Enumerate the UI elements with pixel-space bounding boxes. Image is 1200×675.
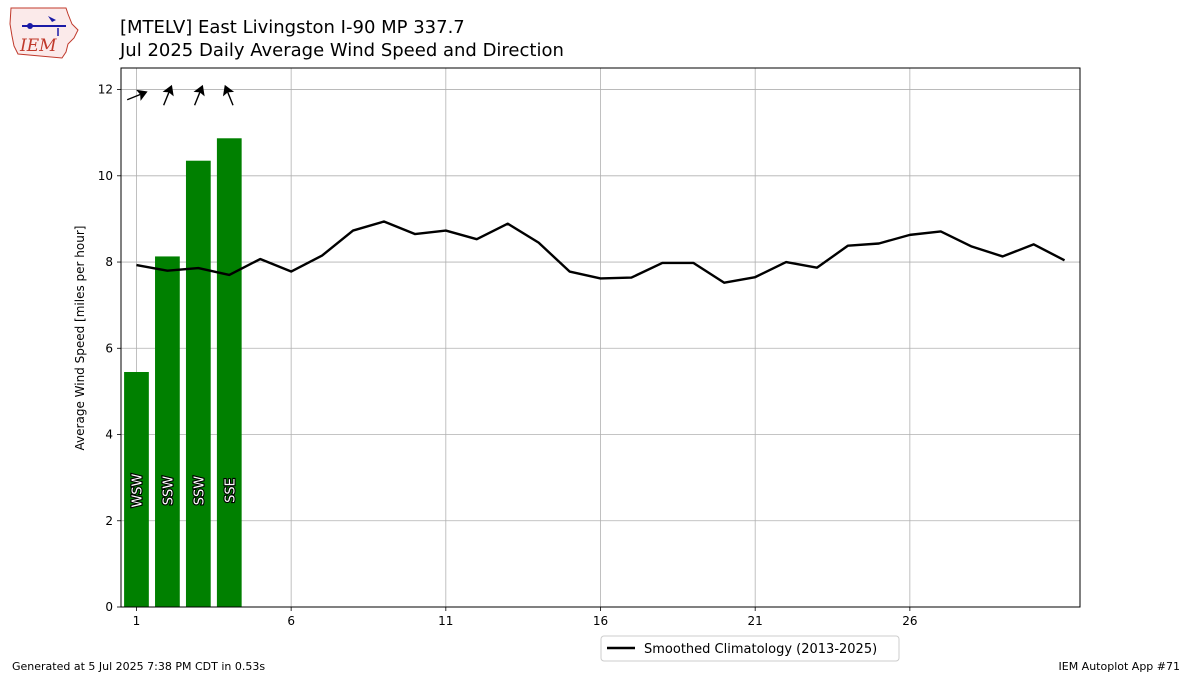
x-tick-label: 1 bbox=[133, 614, 141, 628]
climatology-line bbox=[136, 220, 1066, 284]
plot-frame bbox=[120, 67, 1081, 608]
legend[interactable]: Smoothed Climatology (2013-2025) bbox=[600, 635, 900, 662]
wind-arrow bbox=[126, 89, 148, 101]
x-tick-label: 11 bbox=[438, 614, 453, 628]
direction-label: SSE bbox=[223, 478, 238, 503]
iem-logo: IEM bbox=[9, 7, 79, 59]
y-tick-label: 4 bbox=[105, 428, 113, 442]
wind-bar bbox=[216, 138, 242, 608]
legend-entry: Smoothed Climatology (2013-2025) bbox=[644, 642, 877, 657]
y-tick-label: 8 bbox=[105, 255, 113, 269]
wind-bar bbox=[185, 160, 211, 607]
wind-arrow bbox=[193, 84, 205, 106]
direction-label: SSW bbox=[192, 476, 207, 506]
y-tick-label: 6 bbox=[105, 341, 113, 355]
wind-arrow-head bbox=[222, 84, 235, 97]
direction-label: SSW bbox=[161, 476, 176, 506]
y-tick-label: 0 bbox=[105, 600, 113, 614]
wind-bar bbox=[124, 371, 149, 607]
y-tick-label: 10 bbox=[98, 169, 113, 183]
x-tick-label: 21 bbox=[748, 614, 763, 628]
x-tick-label: 16 bbox=[593, 614, 608, 628]
wind-arrow-head bbox=[136, 89, 148, 101]
chart-title: [MTELV] East Livingston I-90 MP 337.7 bbox=[120, 17, 465, 38]
bars: WSW SSW SSW SSE bbox=[124, 138, 242, 608]
wind-arrow bbox=[222, 84, 235, 106]
wind-arrow-head bbox=[193, 84, 205, 97]
y-axis-label: Average Wind Speed [miles per hour] bbox=[73, 226, 87, 451]
wind-arrow-head bbox=[162, 84, 174, 97]
wind-arrow-shaft bbox=[126, 93, 141, 101]
y-tick-label: 2 bbox=[105, 514, 113, 528]
logo-text: IEM bbox=[19, 36, 57, 56]
grid bbox=[121, 68, 1080, 608]
wind-arrow bbox=[162, 84, 174, 106]
x-tick-label: 6 bbox=[287, 614, 295, 628]
wind-arrow-shaft bbox=[193, 92, 201, 106]
chart-subtitle: Jul 2025 Daily Average Wind Speed and Di… bbox=[120, 40, 564, 61]
wind-arrows bbox=[126, 84, 235, 106]
wind-bar bbox=[155, 256, 180, 607]
app-id: IEM Autoplot App #71 bbox=[1058, 660, 1181, 673]
climatology-series bbox=[136, 220, 1066, 284]
x-tick-label: 26 bbox=[902, 614, 917, 628]
direction-label: WSW bbox=[130, 473, 145, 507]
wind-arrow-shaft bbox=[163, 92, 170, 106]
y-tick-label: 12 bbox=[98, 83, 113, 97]
wind-arrow-shaft bbox=[227, 92, 234, 106]
legend-box bbox=[600, 635, 900, 662]
generated-timestamp: Generated at 5 Jul 2025 7:38 PM CDT in 0… bbox=[12, 660, 266, 673]
